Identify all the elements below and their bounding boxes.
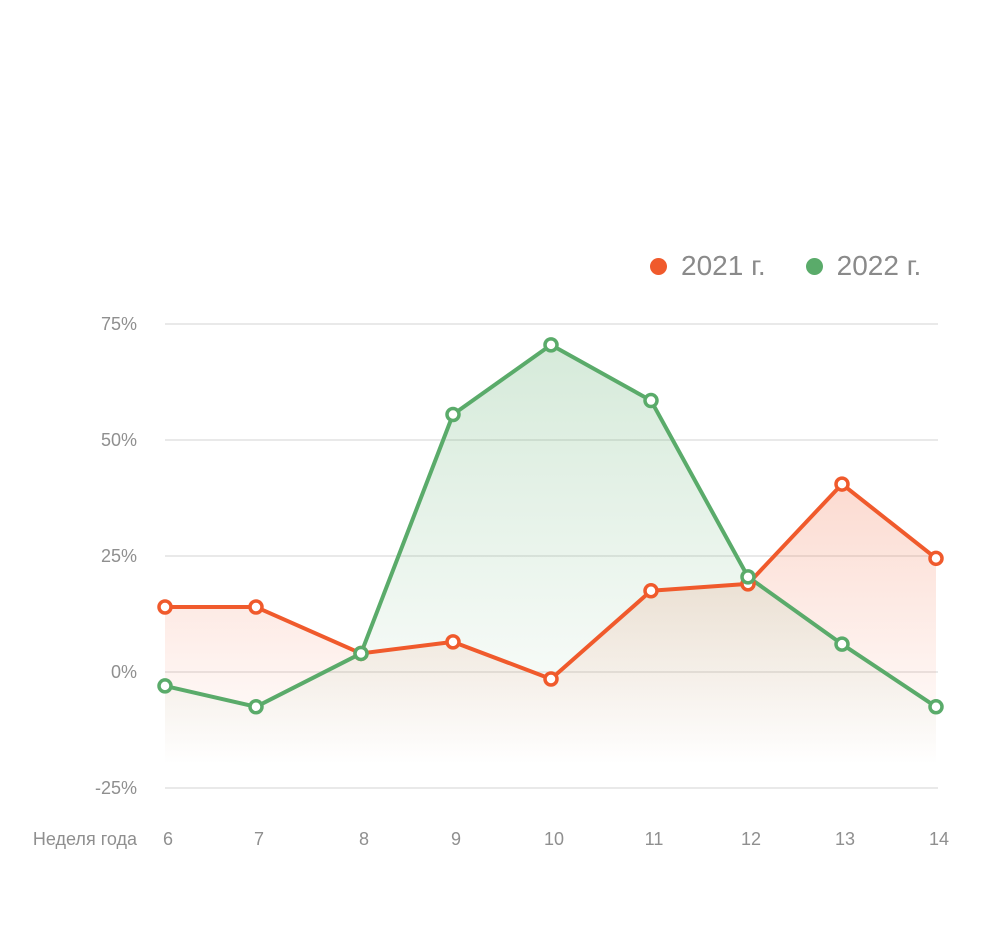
data-point[interactable] — [445, 634, 461, 650]
y-axis-ticks: 75% 50% 25% 0% -25% — [95, 314, 137, 798]
x-tick-label: 11 — [645, 829, 664, 849]
data-point[interactable] — [543, 671, 559, 687]
x-tick-label: 12 — [741, 829, 761, 849]
x-tick-label: 7 — [254, 829, 264, 849]
y-tick-label: 75% — [101, 314, 137, 334]
legend-dot-2022 — [805, 257, 823, 275]
data-point[interactable] — [740, 569, 756, 585]
x-tick-label: 8 — [359, 829, 369, 849]
y-tick-label: 50% — [101, 430, 137, 450]
data-point[interactable] — [353, 645, 369, 662]
data-point[interactable] — [543, 337, 559, 353]
data-point[interactable] — [928, 699, 944, 715]
y-tick-label: 25% — [101, 546, 137, 566]
y-tick-label: -25% — [95, 778, 137, 798]
x-tick-label: 10 — [544, 829, 564, 849]
data-point[interactable] — [928, 550, 944, 567]
legend-label-2022: 2022 г. — [836, 250, 922, 281]
x-axis-ticks: Неделя года 6 7 8 9 10 11 12 13 14 — [33, 829, 949, 849]
series-areas — [165, 344, 936, 765]
legend-dot-2021 — [650, 257, 667, 275]
x-tick-label: 13 — [835, 829, 855, 849]
legend: 2021 г. 2022 г. — [650, 248, 921, 284]
data-point[interactable] — [643, 392, 659, 409]
series-points — [157, 337, 944, 715]
data-point[interactable] — [157, 678, 173, 694]
data-point[interactable] — [248, 599, 264, 615]
y-tick-label: 0% — [111, 662, 137, 682]
data-point[interactable] — [157, 599, 173, 615]
data-point[interactable] — [445, 406, 461, 423]
legend-label-2021: 2021 г. — [681, 250, 766, 281]
x-tick-label: 9 — [451, 829, 461, 849]
data-point[interactable] — [643, 583, 659, 599]
x-tick-label: 6 — [163, 829, 173, 849]
data-point[interactable] — [834, 636, 850, 652]
data-point[interactable] — [248, 699, 264, 715]
legend-item-2022[interactable]: 2022 г. — [805, 250, 922, 282]
x-tick-label: 14 — [929, 829, 949, 849]
data-point[interactable] — [834, 476, 850, 492]
x-axis-label: Неделя года — [33, 829, 138, 849]
legend-item-2021[interactable]: 2021 г. — [650, 250, 766, 282]
